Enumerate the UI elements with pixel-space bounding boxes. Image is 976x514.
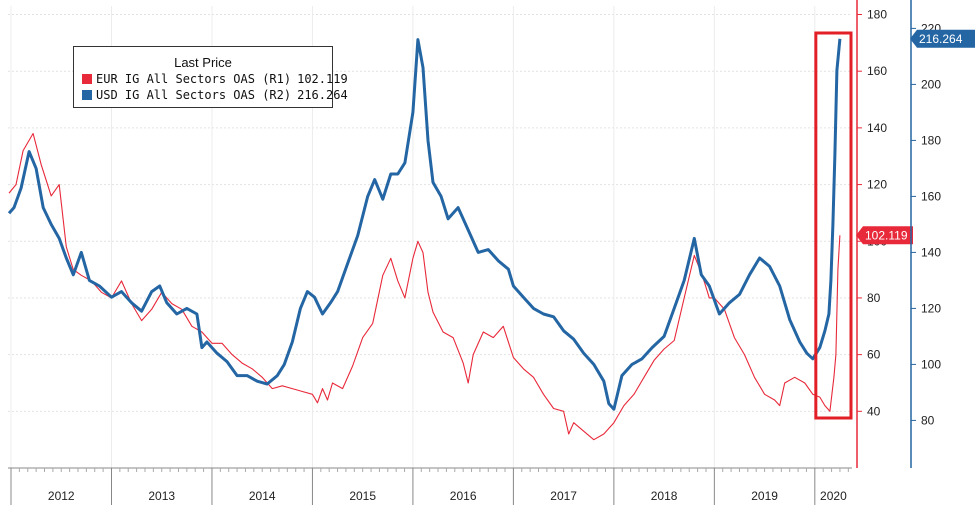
legend-title: Last Price: [174, 55, 232, 70]
legend-axis-eur: (R1): [262, 72, 292, 86]
x-tick-label-2019: 2019: [751, 489, 778, 503]
series-line-eur: [8, 132, 841, 441]
r2-tick-label-120: 120: [921, 301, 941, 315]
r1-tick-label-160: 160: [867, 64, 887, 78]
x-tick-label-2014: 2014: [249, 489, 276, 503]
r1-tick-label-120: 120: [867, 178, 887, 192]
x-tick-label-2018: 2018: [651, 489, 678, 503]
x-tick-label-2017: 2017: [550, 489, 577, 503]
legend-entry-eur: EUR IG All Sectors OAS (R1) 102.119: [82, 72, 348, 86]
r1-last-price-label: 102.119: [865, 228, 908, 242]
r1-tick-label-180: 180: [867, 8, 887, 22]
legend: Last Price EUR IG All Sectors OAS (R1) 10…: [73, 46, 348, 108]
highlight-layer: [814, 31, 853, 420]
legend-swatch-usd: [82, 90, 92, 100]
highlight-box: [814, 31, 853, 420]
legend-swatch-eur: [82, 74, 92, 84]
x-tick-label-2012: 2012: [48, 489, 75, 503]
r2-tick-label-80: 80: [921, 413, 935, 427]
r2-tick-label-100: 100: [921, 357, 941, 371]
x-tick-label-2020: 2020: [820, 489, 847, 503]
r2-last-price-label: 216.264: [919, 32, 963, 46]
legend-label-usd: USD IG All Sectors OAS: [96, 88, 255, 102]
r1-tick-label-80: 80: [867, 291, 881, 305]
r2-tick-label-180: 180: [921, 133, 941, 147]
r2-tick-label-200: 200: [921, 77, 941, 91]
x-tick-label-2015: 2015: [349, 489, 376, 503]
x-axis: 2012 2013 2014 2015 2016 2017 2018 2019 2020: [8, 467, 852, 505]
r1-tick-label-60: 60: [867, 348, 881, 362]
legend-axis-usd: (R2): [262, 88, 292, 102]
r2-last-price-tag: [910, 29, 975, 48]
x-tick-label-2013: 2013: [148, 489, 175, 503]
r1-tick-label-40: 40: [867, 404, 881, 418]
legend-entry-usd: USD IG All Sectors OAS (R2) 216.264: [82, 88, 348, 102]
series-line-usd: [7, 38, 842, 411]
r1-tick-label-140: 140: [867, 121, 887, 135]
r2-tick-label-140: 140: [921, 245, 941, 259]
r1-last-price-tag: [856, 226, 913, 245]
r2-tick-label-160: 160: [921, 189, 941, 203]
legend-label-eur: EUR IG All Sectors OAS: [96, 72, 255, 86]
legend-value-usd: 216.264: [297, 88, 348, 102]
r1-axis: 180160140120100806040102.119: [856, 0, 913, 468]
series-layer: [7, 38, 842, 441]
x-tick-label-2016: 2016: [450, 489, 477, 503]
legend-value-eur: 102.119: [297, 72, 348, 86]
